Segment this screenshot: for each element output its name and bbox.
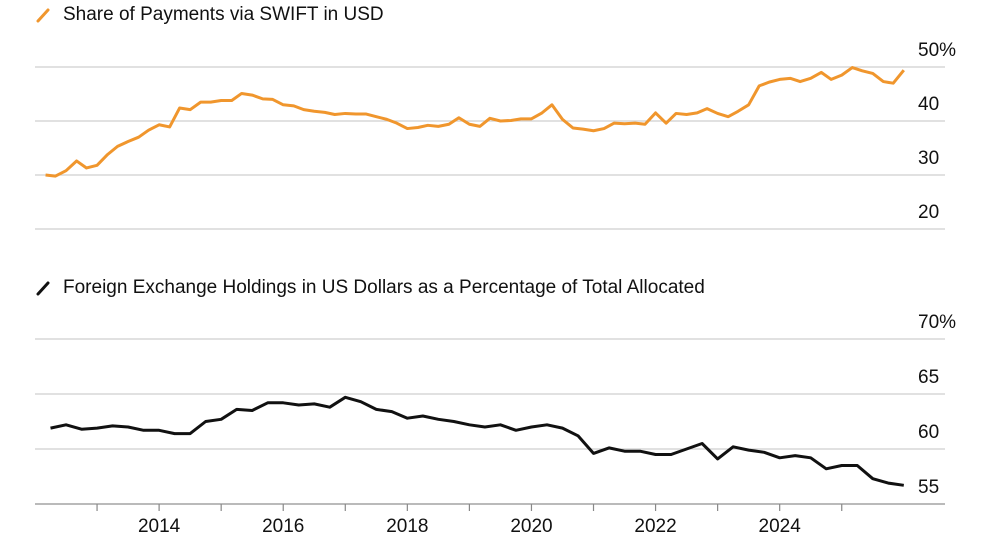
y-tick-label: 30: [918, 148, 939, 169]
y-tick-label: 55: [918, 477, 939, 498]
y-tick-label: 20: [918, 202, 939, 223]
legend-label: Foreign Exchange Holdings in US Dollars …: [63, 277, 705, 298]
series-line: [50, 395, 905, 487]
y-tick-label: 65: [918, 367, 939, 388]
legend-swatch: [36, 281, 50, 296]
series-line: [45, 66, 905, 178]
x-tick-label: 2024: [759, 516, 802, 537]
x-tick-label: 2016: [262, 516, 304, 537]
y-tick-label: 40: [918, 94, 939, 115]
y-tick-label: 50%: [918, 40, 956, 61]
legend-swatch: [36, 8, 50, 23]
x-tick-label: 2020: [510, 516, 552, 537]
y-tick-label: 70%: [918, 312, 956, 333]
x-tick-label: 2022: [634, 516, 676, 537]
x-tick-label: 2018: [386, 516, 428, 537]
y-tick-label: 60: [918, 422, 939, 443]
legend-label: Share of Payments via SWIFT in USD: [63, 4, 384, 25]
x-tick-label: 2014: [138, 516, 181, 537]
